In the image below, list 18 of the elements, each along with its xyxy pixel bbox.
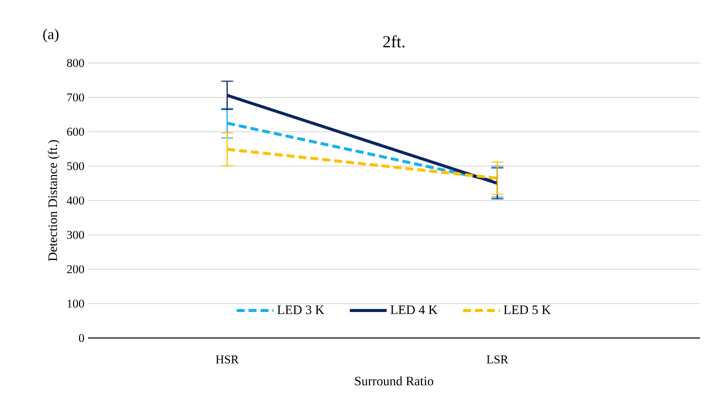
x-tick-label: LSR [486,355,508,364]
legend-label: LED 5 K [504,306,551,314]
chart-title: 2ft. [383,35,404,48]
y-axis-title: Detection Distance (ft.) [48,140,60,262]
y-tick-label: 0 [78,334,84,342]
legend-label: LED 4 K [390,305,438,314]
y-tick-label: 400 [66,196,84,205]
text: (a) [43,28,58,42]
y-tick-label: 300 [67,230,84,239]
legend-label: LED 3 K [277,305,324,314]
y-tick-label: 100 [68,300,84,308]
y-tick-label: 600 [67,128,84,136]
x-tick-label: HSR [216,355,239,364]
x-axis-title: Surround Ratio [355,376,434,386]
y-tick-label: 800 [67,58,84,68]
y-tick-label: 700 [67,93,84,102]
y-tick-label: 500 [67,162,84,170]
y-tick-label: 200 [67,265,84,274]
